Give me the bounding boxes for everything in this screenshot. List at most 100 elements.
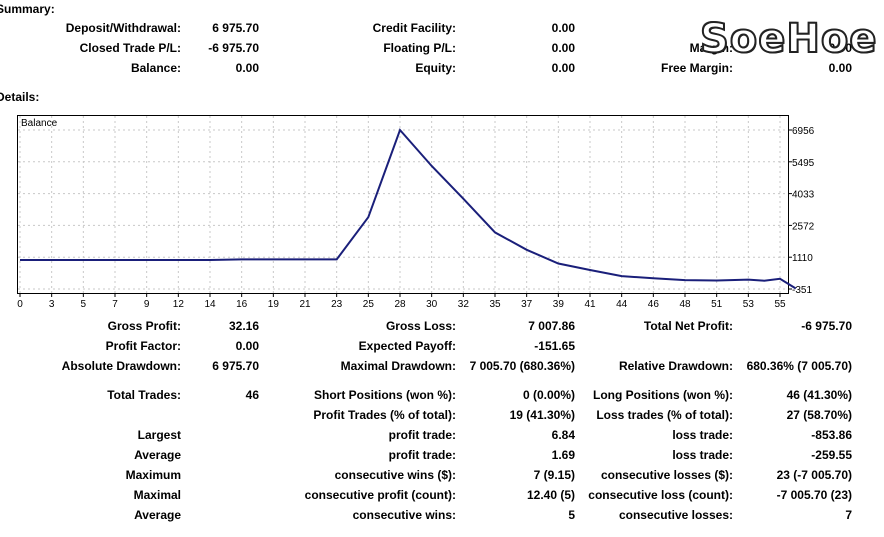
consecutive-wins-money-label: consecutive wins ($):: [334, 468, 456, 482]
gross-loss-value: 7 007.86: [528, 319, 575, 333]
free-margin-label: Free Margin:: [660, 61, 733, 75]
balance-chart: 6956 5495 4033 2572 1110 -351 0 3 5 7 9 12 14 16 19 21…: [17, 115, 884, 310]
equity-value: 0.00: [551, 61, 575, 75]
x-tick-label: 25: [363, 299, 375, 310]
largest-loss-label: loss trade:: [672, 428, 733, 442]
x-tick-label: 37: [521, 299, 533, 310]
largest-label: Largest: [137, 428, 181, 442]
average-consecutive-wins-label: consecutive wins:: [352, 508, 456, 522]
y-tick-label: 2572: [792, 221, 815, 232]
consecutive-wins-money-value: 7 (9.15): [533, 468, 575, 482]
expected-payoff-value: -151.65: [534, 339, 575, 353]
x-tick-label: 0: [17, 299, 23, 310]
credit-label: Credit Facility:: [372, 21, 456, 35]
x-tick-label: 14: [204, 299, 216, 310]
y-tick-label: -351: [792, 285, 812, 296]
x-axis: 0 3 5 7 9 12 14 16 19 21 23 25 28 30 32 35 37 39 41 44 46 48 5…: [17, 293, 786, 310]
x-tick-label: 35: [489, 299, 501, 310]
soehoe-logo: SoeHoe: [699, 16, 878, 62]
y-tick-label: 4033: [792, 190, 815, 201]
long-positions-value: 46 (41.30%): [786, 388, 852, 402]
consecutive-profit-count-label: consecutive profit (count):: [304, 488, 456, 502]
consecutive-losses-money-value: 23 (-7 005.70): [776, 468, 852, 482]
gross-profit-value: 32.16: [228, 319, 259, 333]
short-positions-label: Short Positions (won %):: [314, 388, 456, 402]
margin-value: 0.00: [828, 41, 852, 55]
x-tick-label: 28: [394, 299, 406, 310]
x-tick-label: 19: [268, 299, 280, 310]
total-net-profit-value: -6 975.70: [801, 319, 852, 333]
absolute-drawdown-value: 6 975.70: [212, 359, 259, 373]
total-trades-value: 46: [245, 388, 259, 402]
x-tick-label: 55: [774, 299, 786, 310]
deposit-label: Deposit/Withdrawal:: [65, 21, 181, 35]
closed-pl-label: Closed Trade P/L:: [79, 41, 181, 55]
consecutive-losses-money-label: consecutive losses ($):: [600, 468, 733, 482]
x-tick-label: 3: [49, 299, 55, 310]
x-tick-label: 53: [743, 299, 755, 310]
free-margin-value: 0.00: [828, 61, 852, 75]
closed-pl-value: -6 975.70: [208, 41, 259, 55]
x-tick-label: 46: [648, 299, 660, 310]
average-consecutive-losses-label: consecutive losses:: [618, 508, 733, 522]
relative-drawdown-value: 680.36% (7 005.70): [746, 359, 852, 373]
deposit-value: 6 975.70: [212, 21, 259, 35]
details-title: Details:: [0, 90, 40, 104]
largest-profit-label: profit trade:: [388, 428, 456, 442]
x-tick-label: 23: [331, 299, 343, 310]
chart-grid: [18, 116, 788, 293]
loss-trades-label: Loss trades (% of total):: [596, 408, 733, 422]
consecutive-loss-count-value: -7 005.70 (23): [776, 488, 852, 502]
average-loss-label: loss trade:: [672, 448, 733, 462]
x-tick-label: 48: [679, 299, 691, 310]
y-tick-label: 5495: [792, 158, 815, 169]
floating-label: Floating P/L:: [383, 41, 456, 55]
expected-payoff-label: Expected Payoff:: [358, 339, 456, 353]
absolute-drawdown-label: Absolute Drawdown:: [61, 359, 181, 373]
maximum-label: Maximum: [125, 468, 181, 482]
gross-loss-label: Gross Loss:: [385, 319, 456, 333]
x-tick-label: 41: [584, 299, 596, 310]
balance-label: Balance:: [130, 61, 181, 75]
average-consecutive-label: Average: [134, 508, 181, 522]
average-profit-label: profit trade:: [388, 448, 456, 462]
average-consecutive-wins-value: 5: [568, 508, 575, 522]
margin-label: Margin:: [689, 41, 733, 55]
chart-plot-area: [17, 115, 789, 294]
largest-profit-value: 6.84: [551, 428, 575, 442]
gross-profit-label: Gross Profit:: [107, 319, 181, 333]
chart-series: [20, 128, 797, 290]
y-tick-label: 6956: [792, 126, 815, 137]
y-tick-label: 1110: [792, 253, 813, 264]
profit-trades-value: 19 (41.30%): [509, 408, 575, 422]
floating-value: 0.00: [551, 41, 575, 55]
equity-label: Equity:: [415, 61, 456, 75]
largest-loss-value: -853.86: [811, 428, 852, 442]
short-positions-value: 0 (0.00%): [522, 388, 575, 402]
summary-title: Summary:: [0, 2, 55, 16]
maximal-drawdown-label: Maximal Drawdown:: [340, 359, 456, 373]
average-profit-value: 1.69: [551, 448, 575, 462]
balance-series-line: [20, 128, 797, 290]
x-tick-label: 21: [299, 299, 311, 310]
relative-drawdown-label: Relative Drawdown:: [618, 359, 733, 373]
profit-factor-label: Profit Factor:: [105, 339, 181, 353]
total-net-profit-label: Total Net Profit:: [643, 319, 733, 333]
x-tick-label: 7: [112, 299, 118, 310]
x-tick-label: 39: [553, 299, 565, 310]
balance-value: 0.00: [235, 61, 259, 75]
maximal-label: Maximal: [133, 488, 181, 502]
x-tick-label: 9: [144, 299, 150, 310]
x-tick-label: 32: [458, 299, 470, 310]
total-trades-label: Total Trades:: [107, 388, 181, 402]
average-consecutive-losses-value: 7: [845, 508, 852, 522]
maximal-drawdown-value: 7 005.70 (680.36%): [469, 359, 575, 373]
x-tick-label: 44: [616, 299, 628, 310]
consecutive-profit-count-value: 12.40 (5): [526, 488, 575, 502]
credit-value: 0.00: [551, 21, 575, 35]
x-tick-label: 51: [711, 299, 723, 310]
average-loss-value: -259.55: [811, 448, 852, 462]
x-tick-label: 5: [81, 299, 87, 310]
y-axis: 6956 5495 4033 2572 1110 -351: [788, 126, 815, 296]
